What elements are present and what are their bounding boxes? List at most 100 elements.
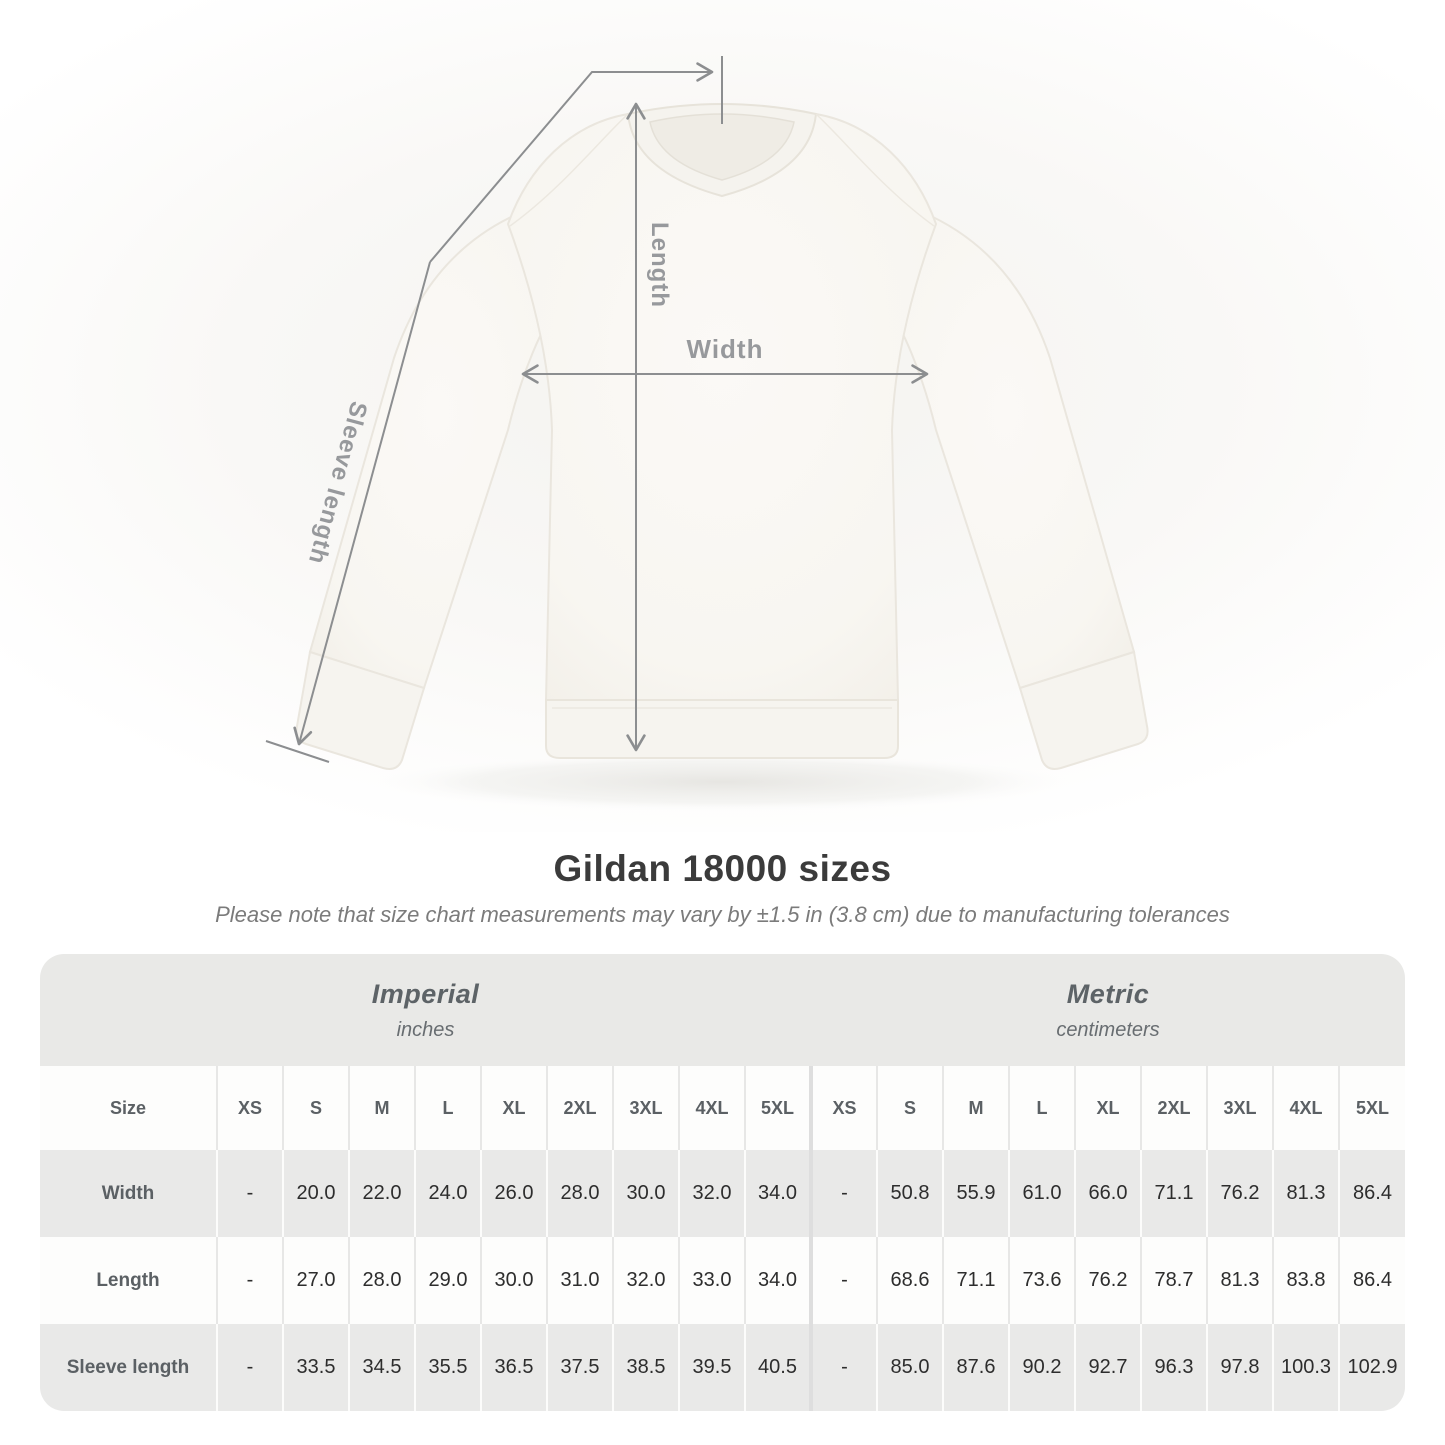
imperial-group-header: Imperial inches (40, 954, 811, 1066)
page-title: Gildan 18000 sizes (553, 848, 892, 889)
size-value-cell: 36.5 (481, 1324, 548, 1411)
size-value-cell: 27.0 (283, 1237, 350, 1324)
size-table-container: Imperial inches Metric centimeters Size … (40, 954, 1405, 1411)
size-header-cell: XL (1075, 1066, 1142, 1150)
size-header-row: Size XS S M L XL 2XL 3XL 4XL 5XL XS S M … (40, 1066, 1405, 1150)
size-value-cell: 83.8 (1273, 1237, 1340, 1324)
size-value-cell: 76.2 (1207, 1150, 1274, 1237)
size-value-cell: - (811, 1150, 878, 1237)
size-header-cell: XL (481, 1066, 548, 1150)
sweatshirt-diagram: Length Width Sleeve length (265, 56, 1149, 812)
measurement-overlay (265, 56, 929, 763)
left-shoulder-seam (509, 113, 629, 227)
size-value-cell: 86.4 (1339, 1150, 1405, 1237)
size-value-cell: 55.9 (943, 1150, 1010, 1237)
size-value-cell: 86.4 (1339, 1237, 1405, 1324)
imperial-group-unit: inches (396, 1018, 455, 1041)
size-column-header: Size (40, 1066, 218, 1150)
size-value-cell: 28.0 (349, 1237, 416, 1324)
size-header-cell: XS (811, 1066, 878, 1150)
size-value-cell: 28.0 (547, 1150, 614, 1237)
right-shoulder-seam (815, 113, 935, 227)
row-label: Sleeve length (40, 1324, 218, 1411)
size-value-cell: 81.3 (1273, 1150, 1340, 1237)
size-value-cell: 61.0 (1009, 1150, 1076, 1237)
size-header-cell: 5XL (745, 1066, 813, 1150)
size-header-cell: 2XL (1141, 1066, 1208, 1150)
size-value-cell: - (217, 1324, 284, 1411)
size-value-cell: 32.0 (613, 1237, 680, 1324)
title-block: Gildan 18000 sizes Please note that size… (0, 832, 1445, 928)
size-value-cell: 96.3 (1141, 1324, 1208, 1411)
size-header-cell: 3XL (613, 1066, 680, 1150)
size-value-cell: 90.2 (1009, 1324, 1076, 1411)
size-value-cell: 97.8 (1207, 1324, 1274, 1411)
size-value-cell: 71.1 (1141, 1150, 1208, 1237)
width-label: Width (687, 334, 764, 364)
unit-band-row: Imperial inches Metric centimeters (40, 954, 1405, 1066)
size-value-cell: 92.7 (1075, 1324, 1142, 1411)
width-row: Width - 20.0 22.0 24.0 26.0 28.0 30.0 32… (40, 1150, 1405, 1237)
row-label: Width (40, 1150, 218, 1237)
size-value-cell: 76.2 (1075, 1237, 1142, 1324)
size-value-cell: 26.0 (481, 1150, 548, 1237)
row-label: Length (40, 1237, 218, 1324)
size-value-cell: 38.5 (613, 1324, 680, 1411)
size-header-cell: 3XL (1207, 1066, 1274, 1150)
sleeve-length-row: Sleeve length - 33.5 34.5 35.5 36.5 37.5… (40, 1324, 1405, 1411)
size-header-cell: 4XL (679, 1066, 746, 1150)
size-value-cell: 31.0 (547, 1237, 614, 1324)
size-value-cell: 81.3 (1207, 1237, 1274, 1324)
size-value-cell: 85.0 (877, 1324, 944, 1411)
size-value-cell: 71.1 (943, 1237, 1010, 1324)
size-value-cell: - (217, 1150, 284, 1237)
imperial-group-name: Imperial (371, 978, 480, 1009)
size-value-cell: 102.9 (1339, 1324, 1405, 1411)
tolerance-note: Please note that size chart measurements… (215, 902, 1230, 927)
metric-group-unit: centimeters (1056, 1018, 1160, 1041)
size-value-cell: 50.8 (877, 1150, 944, 1237)
sweatshirt-collar (626, 103, 818, 198)
sleeve-measure-leader-line (429, 62, 714, 263)
size-header-cell: 4XL (1273, 1066, 1340, 1150)
size-value-cell: 34.5 (349, 1324, 416, 1411)
sleeve-measure-line (293, 261, 431, 746)
size-header-cell: 2XL (547, 1066, 614, 1150)
size-value-cell: - (217, 1237, 284, 1324)
size-value-cell: 32.0 (679, 1150, 746, 1237)
size-value-cell: 66.0 (1075, 1150, 1142, 1237)
size-value-cell: 33.5 (283, 1324, 350, 1411)
size-value-cell: 40.5 (745, 1324, 813, 1411)
size-value-cell: 35.5 (415, 1324, 482, 1411)
size-value-cell: 34.0 (745, 1150, 813, 1237)
size-value-cell: 24.0 (415, 1150, 482, 1237)
size-header-cell: L (1009, 1066, 1076, 1150)
size-header-cell: S (877, 1066, 944, 1150)
size-value-cell: - (811, 1237, 878, 1324)
size-value-cell: 37.5 (547, 1324, 614, 1411)
size-value-cell: 29.0 (415, 1237, 482, 1324)
size-header-cell: M (349, 1066, 416, 1150)
size-value-cell: 30.0 (481, 1237, 548, 1324)
size-value-cell: 68.6 (877, 1237, 944, 1324)
size-table: Imperial inches Metric centimeters Size … (40, 954, 1405, 1411)
size-value-cell: 78.7 (1141, 1237, 1208, 1324)
size-value-cell: 73.6 (1009, 1237, 1076, 1324)
metric-group-name: Metric (1066, 978, 1150, 1009)
size-value-cell: 30.0 (613, 1150, 680, 1237)
product-diagram-area: Length Width Sleeve length (0, 0, 1445, 832)
metric-group-header: Metric centimeters (811, 954, 1405, 1066)
garment-shadow (362, 752, 1082, 812)
size-header-cell: L (415, 1066, 482, 1150)
size-value-cell: 100.3 (1273, 1324, 1340, 1411)
size-value-cell: 34.0 (745, 1237, 813, 1324)
size-value-cell: 39.5 (679, 1324, 746, 1411)
size-value-cell: 22.0 (349, 1150, 416, 1237)
sweatshirt-body (506, 112, 938, 701)
length-row: Length - 27.0 28.0 29.0 30.0 31.0 32.0 3… (40, 1237, 1405, 1324)
size-header-cell: XS (217, 1066, 284, 1150)
cuff-tick-line (265, 740, 330, 763)
size-header-cell: M (943, 1066, 1010, 1150)
size-value-cell: - (811, 1324, 878, 1411)
size-header-cell: S (283, 1066, 350, 1150)
